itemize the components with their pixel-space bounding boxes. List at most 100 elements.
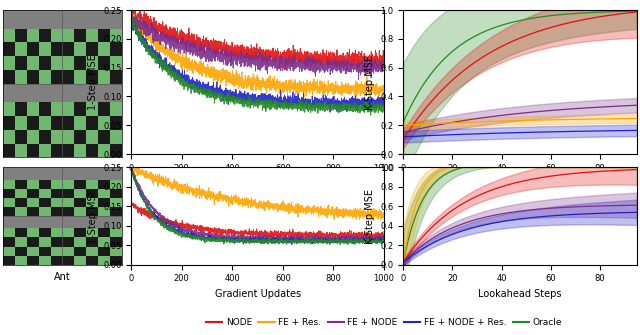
- X-axis label: Gradient Updates: Gradient Updates: [214, 289, 301, 299]
- Bar: [51, 116, 63, 130]
- Bar: [39, 256, 51, 265]
- Bar: [98, 256, 110, 265]
- Bar: [86, 228, 98, 238]
- Bar: [15, 207, 27, 216]
- Bar: [74, 180, 86, 189]
- Bar: [15, 238, 27, 247]
- Bar: [86, 56, 98, 70]
- Bar: [51, 43, 63, 56]
- Bar: [98, 207, 110, 216]
- Bar: [63, 56, 74, 70]
- Bar: [74, 70, 86, 84]
- Bar: [63, 256, 74, 265]
- Text: Half Cheetah: Half Cheetah: [31, 169, 94, 179]
- Bar: [3, 189, 15, 198]
- Bar: [3, 103, 15, 116]
- Bar: [74, 238, 86, 247]
- Bar: [63, 70, 74, 84]
- Bar: [27, 56, 38, 70]
- Bar: [27, 256, 38, 265]
- Bar: [27, 130, 38, 144]
- Bar: [63, 198, 74, 207]
- Y-axis label: K-Step MSE: K-Step MSE: [365, 55, 374, 110]
- Bar: [39, 70, 51, 84]
- Bar: [15, 189, 27, 198]
- Bar: [74, 198, 86, 207]
- Bar: [15, 247, 27, 256]
- Bar: [15, 144, 27, 157]
- Bar: [39, 144, 51, 157]
- Bar: [63, 29, 74, 43]
- Bar: [74, 144, 86, 157]
- Bar: [15, 70, 27, 84]
- Bar: [98, 180, 110, 189]
- Bar: [27, 189, 38, 198]
- Bar: [110, 247, 122, 256]
- Bar: [98, 70, 110, 84]
- Bar: [74, 116, 86, 130]
- Bar: [15, 43, 27, 56]
- Bar: [39, 207, 51, 216]
- Bar: [63, 228, 74, 238]
- Bar: [39, 189, 51, 198]
- Bar: [27, 228, 38, 238]
- Bar: [98, 130, 110, 144]
- Bar: [86, 189, 98, 198]
- Bar: [3, 29, 15, 43]
- Bar: [51, 144, 63, 157]
- Bar: [63, 130, 74, 144]
- Bar: [3, 43, 15, 56]
- Bar: [15, 29, 27, 43]
- Bar: [110, 103, 122, 116]
- Bar: [15, 116, 27, 130]
- Bar: [3, 84, 63, 116]
- Bar: [63, 216, 122, 238]
- Bar: [39, 103, 51, 116]
- Bar: [98, 198, 110, 207]
- Bar: [98, 103, 110, 116]
- Bar: [39, 130, 51, 144]
- Bar: [51, 247, 63, 256]
- Bar: [86, 180, 98, 189]
- Bar: [51, 103, 63, 116]
- Y-axis label: 1-Step MSE: 1-Step MSE: [88, 188, 97, 244]
- Bar: [27, 116, 38, 130]
- Bar: [39, 180, 51, 189]
- Bar: [51, 130, 63, 144]
- Bar: [51, 207, 63, 216]
- Bar: [27, 207, 38, 216]
- Bar: [3, 247, 15, 256]
- Bar: [74, 29, 86, 43]
- Bar: [51, 70, 63, 84]
- Text: Ant: Ant: [54, 272, 71, 282]
- Bar: [63, 189, 74, 198]
- Bar: [27, 43, 38, 56]
- Bar: [86, 29, 98, 43]
- Bar: [86, 247, 98, 256]
- Bar: [3, 144, 15, 157]
- Bar: [3, 198, 15, 207]
- Bar: [110, 207, 122, 216]
- Bar: [110, 180, 122, 189]
- Bar: [110, 56, 122, 70]
- Bar: [3, 130, 15, 144]
- Bar: [110, 29, 122, 43]
- Bar: [74, 189, 86, 198]
- Bar: [27, 70, 38, 84]
- Bar: [110, 238, 122, 247]
- Bar: [63, 207, 74, 216]
- Bar: [39, 56, 51, 70]
- Bar: [86, 130, 98, 144]
- Bar: [15, 130, 27, 144]
- Bar: [98, 238, 110, 247]
- Bar: [74, 43, 86, 56]
- Bar: [110, 116, 122, 130]
- Bar: [74, 247, 86, 256]
- Bar: [98, 144, 110, 157]
- Bar: [15, 103, 27, 116]
- Bar: [63, 238, 74, 247]
- Bar: [98, 228, 110, 238]
- Bar: [27, 103, 38, 116]
- Bar: [110, 43, 122, 56]
- Bar: [98, 43, 110, 56]
